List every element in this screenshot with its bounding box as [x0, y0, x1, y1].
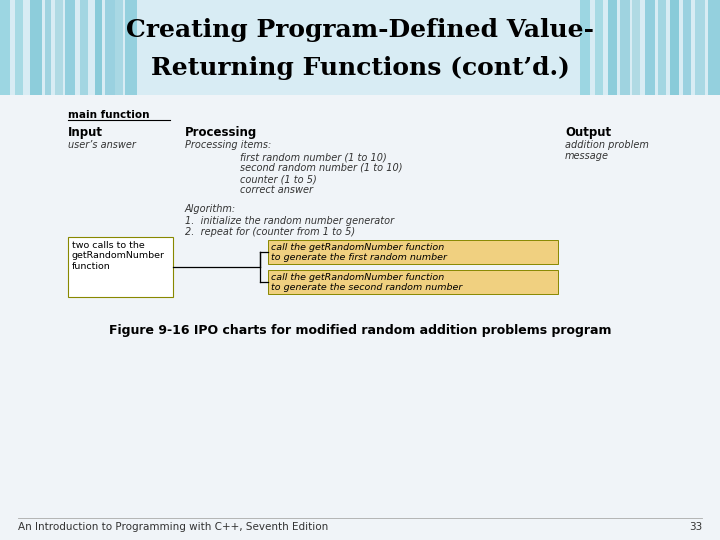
Bar — [65, 0, 75, 95]
Text: Processing items:: Processing items: — [185, 140, 271, 150]
Bar — [15, 0, 23, 95]
Text: Output: Output — [565, 126, 611, 139]
Text: to generate the second random number: to generate the second random number — [271, 283, 462, 292]
FancyBboxPatch shape — [0, 0, 720, 95]
Text: Returning Functions (cont’d.): Returning Functions (cont’d.) — [150, 56, 570, 80]
Text: counter (1 to 5): counter (1 to 5) — [240, 174, 317, 184]
Text: Figure 9-16 IPO charts for modified random addition problems program: Figure 9-16 IPO charts for modified rand… — [109, 324, 611, 337]
Bar — [645, 0, 655, 95]
Bar — [95, 0, 102, 95]
Bar — [0, 0, 10, 95]
Text: user’s answer: user’s answer — [68, 140, 136, 150]
Bar — [595, 0, 603, 95]
Text: 2.  repeat for (counter from 1 to 5): 2. repeat for (counter from 1 to 5) — [185, 227, 355, 237]
Text: call the getRandomNumber function: call the getRandomNumber function — [271, 243, 444, 252]
Bar — [632, 0, 640, 95]
Text: Creating Program-Defined Value-: Creating Program-Defined Value- — [126, 18, 594, 42]
Text: message: message — [565, 151, 609, 161]
Text: addition problem: addition problem — [565, 140, 649, 150]
Bar — [80, 0, 88, 95]
Text: two calls to the
getRandomNumber
function: two calls to the getRandomNumber functio… — [72, 241, 165, 271]
Bar — [45, 0, 51, 95]
Bar — [708, 0, 720, 95]
Text: 33: 33 — [689, 522, 702, 532]
Bar — [55, 0, 63, 95]
Text: correct answer: correct answer — [240, 185, 313, 195]
Text: Processing: Processing — [185, 126, 257, 139]
Text: first random number (1 to 10): first random number (1 to 10) — [240, 152, 387, 162]
Text: An Introduction to Programming with C++, Seventh Edition: An Introduction to Programming with C++,… — [18, 522, 328, 532]
Bar — [30, 0, 42, 95]
FancyBboxPatch shape — [268, 240, 558, 264]
Bar — [125, 0, 137, 95]
Bar — [695, 0, 705, 95]
Bar — [608, 0, 617, 95]
Text: 1.  initialize the random number generator: 1. initialize the random number generato… — [185, 216, 394, 226]
Text: to generate the first random number: to generate the first random number — [271, 253, 447, 262]
Bar — [105, 0, 115, 95]
Bar — [620, 0, 630, 95]
Bar — [115, 0, 123, 95]
Bar — [683, 0, 691, 95]
Bar — [670, 0, 679, 95]
Bar — [580, 0, 590, 95]
Bar — [658, 0, 666, 95]
FancyBboxPatch shape — [68, 237, 173, 297]
Text: main function: main function — [68, 110, 150, 120]
FancyBboxPatch shape — [268, 270, 558, 294]
Text: second random number (1 to 10): second random number (1 to 10) — [240, 163, 402, 173]
Text: Algorithm:: Algorithm: — [185, 204, 236, 214]
Text: Input: Input — [68, 126, 103, 139]
Text: call the getRandomNumber function: call the getRandomNumber function — [271, 273, 444, 282]
